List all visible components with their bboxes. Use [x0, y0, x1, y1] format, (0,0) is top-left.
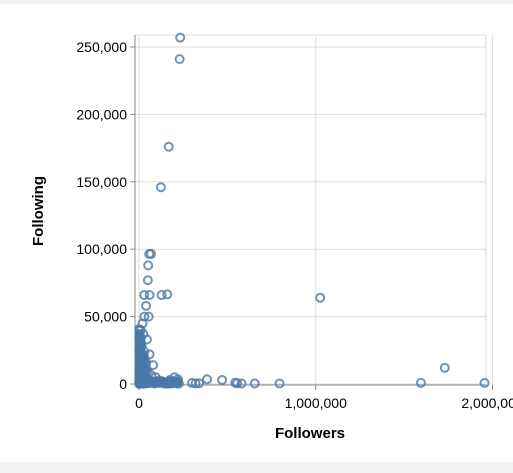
data-point	[202, 374, 213, 385]
data-point	[232, 378, 243, 389]
data-point	[249, 378, 260, 389]
data-point	[479, 377, 490, 388]
y-tick-label: 250,000	[76, 39, 127, 55]
y-tick-label: 0	[119, 376, 127, 392]
data-point	[144, 377, 155, 388]
y-axis-title: Following	[30, 176, 47, 246]
data-point	[143, 260, 154, 271]
data-point	[175, 32, 186, 43]
data-point	[315, 292, 326, 303]
data-point	[144, 349, 155, 360]
data-point	[144, 290, 155, 301]
data-point	[190, 378, 201, 389]
y-tick-label: 200,000	[76, 106, 127, 122]
data-point	[135, 378, 146, 389]
axis-layer: 0 1,000,000 2,000,000 0 50,000 100,000 150,000…	[76, 35, 513, 411]
data-point	[149, 378, 160, 389]
data-point	[155, 182, 166, 193]
x-tick-label: 1,000,000	[285, 395, 347, 411]
data-point	[156, 290, 167, 301]
data-point	[163, 141, 174, 152]
data-point	[439, 362, 450, 373]
y-tick-label: 100,000	[76, 241, 127, 257]
data-point	[217, 374, 228, 385]
data-point	[274, 378, 285, 389]
data-point	[144, 248, 155, 259]
data-point	[139, 290, 150, 301]
data-point	[415, 377, 426, 388]
chart-card	[0, 4, 513, 462]
x-tick-label: 0	[135, 395, 143, 411]
points-layer	[134, 32, 490, 389]
data-point	[141, 300, 152, 311]
data-point	[148, 360, 159, 371]
data-point	[141, 334, 152, 345]
grid-layer	[135, 34, 494, 385]
data-point	[194, 378, 205, 389]
data-point	[164, 374, 175, 385]
data-point	[174, 54, 185, 65]
x-axis-title: Followers	[275, 425, 345, 442]
data-point	[162, 289, 173, 300]
y-tick-label: 50,000	[84, 309, 127, 325]
y-tick-label: 150,000	[76, 174, 127, 190]
data-point	[143, 311, 154, 322]
x-tick-label: 2,000,000	[461, 395, 513, 411]
data-point	[142, 275, 153, 286]
data-point	[236, 378, 247, 389]
